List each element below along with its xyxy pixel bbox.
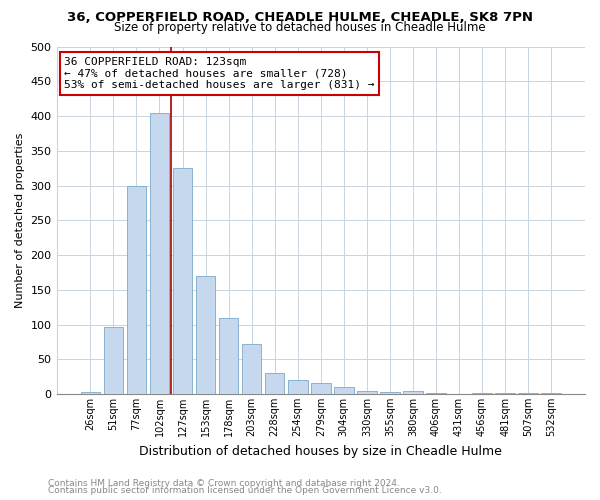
Bar: [104, 326, 123, 394]
Bar: [196, 276, 215, 394]
Text: 36 COPPERFIELD ROAD: 123sqm
← 47% of detached houses are smaller (728)
53% of se: 36 COPPERFIELD ROAD: 123sqm ← 47% of det…: [64, 57, 375, 90]
Y-axis label: Number of detached properties: Number of detached properties: [15, 132, 25, 308]
Text: Contains HM Land Registry data © Crown copyright and database right 2024.: Contains HM Land Registry data © Crown c…: [48, 478, 400, 488]
Text: Contains public sector information licensed under the Open Government Licence v3: Contains public sector information licen…: [48, 486, 442, 495]
Bar: [242, 344, 262, 394]
Bar: [380, 392, 400, 394]
Bar: [173, 168, 193, 394]
Bar: [426, 392, 446, 394]
Bar: [219, 318, 238, 394]
Bar: [149, 112, 169, 394]
Bar: [311, 383, 331, 394]
Bar: [403, 391, 423, 394]
Bar: [80, 392, 100, 394]
Text: 36, COPPERFIELD ROAD, CHEADLE HULME, CHEADLE, SK8 7PN: 36, COPPERFIELD ROAD, CHEADLE HULME, CHE…: [67, 11, 533, 24]
Bar: [496, 392, 515, 394]
Bar: [265, 373, 284, 394]
Bar: [127, 186, 146, 394]
Bar: [357, 390, 377, 394]
Bar: [518, 392, 538, 394]
Bar: [288, 380, 308, 394]
Bar: [334, 387, 353, 394]
Text: Size of property relative to detached houses in Cheadle Hulme: Size of property relative to detached ho…: [114, 21, 486, 34]
X-axis label: Distribution of detached houses by size in Cheadle Hulme: Distribution of detached houses by size …: [139, 444, 502, 458]
